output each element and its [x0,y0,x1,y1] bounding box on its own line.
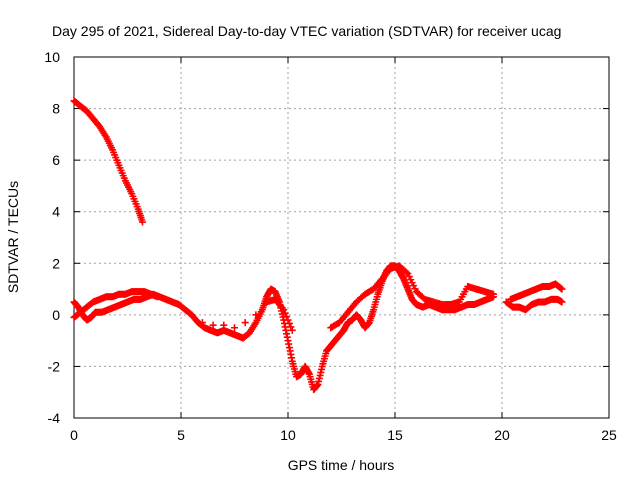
y-axis: -4 -2 0 2 4 6 8 10 [44,49,609,426]
y-tick-label: -4 [48,410,61,426]
data-point [283,313,291,321]
data-point [209,321,217,329]
x-tick-label: 20 [494,427,510,443]
data-point [402,268,410,276]
grid [74,57,609,418]
series-segment-b [70,262,497,394]
series-segment-b-upper [70,262,497,334]
x-tick-label: 0 [70,427,78,443]
data-point [138,218,146,226]
data-point [220,321,228,329]
data-point [153,293,161,301]
x-tick-label: 15 [387,427,403,443]
data-point [288,326,296,334]
data-point [557,284,565,292]
series-segment-c [502,280,566,314]
data-point [489,290,497,298]
y-tick-label: 2 [52,255,60,271]
y-tick-label: 8 [52,101,60,117]
data-point [558,285,566,293]
x-axis-label: GPS time / hours [288,457,395,473]
y-tick-label: 0 [52,307,60,323]
data-points [70,97,566,394]
data-point [231,324,238,332]
y-tick-label: 10 [44,49,60,65]
x-tick-label: 25 [601,427,617,443]
y-tick-label: 4 [52,204,60,220]
data-point [198,319,206,327]
chart-title: Day 295 of 2021, Sidereal Day-to-day VTE… [52,23,561,39]
x-tick-label: 5 [177,427,185,443]
data-point [558,298,566,306]
y-tick-label: -2 [48,358,61,374]
data-point [280,306,288,314]
x-tick-label: 10 [280,427,296,443]
y-tick-label: 6 [52,152,60,168]
y-axis-label: SDTVAR / TECUs [5,181,21,293]
data-point [284,316,292,324]
plot-frame [73,56,610,419]
data-point [241,319,249,327]
data-point [285,319,293,327]
data-point [287,323,295,331]
data-point [252,311,260,319]
series-segment-a [70,97,146,226]
x-axis: 0 5 10 15 20 25 [70,57,617,443]
data-point [281,309,289,317]
